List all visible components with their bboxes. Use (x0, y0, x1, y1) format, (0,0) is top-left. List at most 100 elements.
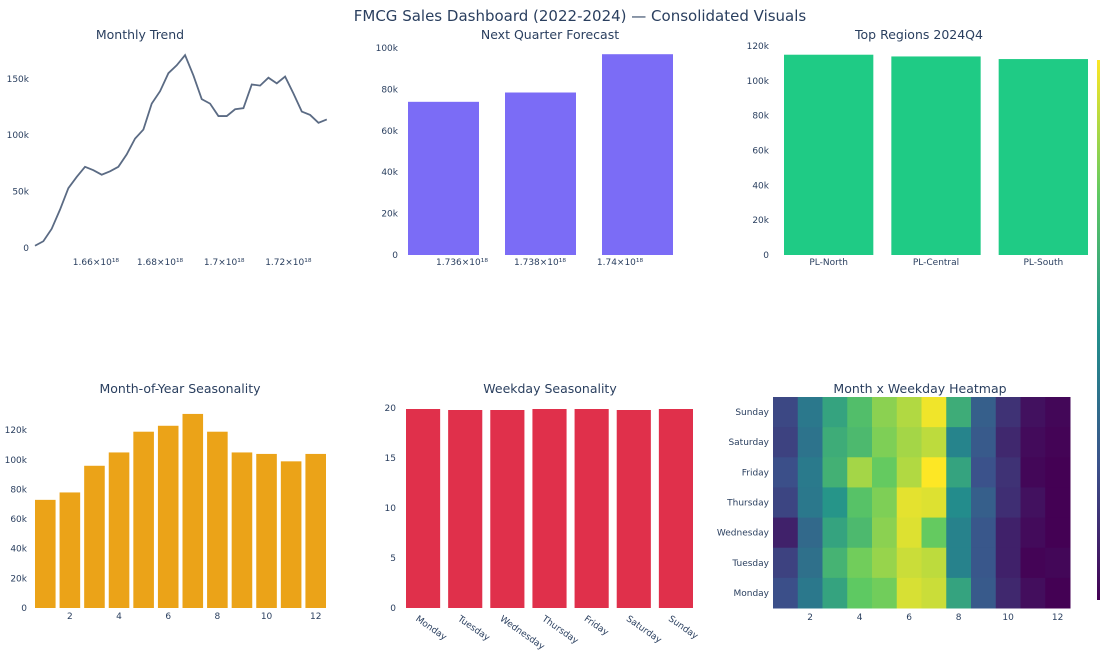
chart-title-monthly_trend: Monthly Trend (96, 27, 184, 42)
heatmap-cell (773, 577, 799, 609)
heatmap-cell (995, 517, 1021, 549)
bar (448, 410, 483, 608)
x-tick-label: Monday (413, 614, 448, 643)
y-tick-label: 20k (752, 216, 769, 226)
heatmap-cell (822, 457, 848, 488)
bar (490, 410, 525, 608)
bar (207, 431, 228, 608)
heatmap-cell (995, 577, 1021, 609)
heatmap-cell (1020, 397, 1046, 428)
heatmap-cell (995, 427, 1021, 458)
heatmap-cell (847, 427, 873, 458)
heatmap-cell (921, 397, 947, 428)
y-tick-label: 40k (381, 168, 398, 178)
heatmap-cell (773, 427, 799, 458)
y-tick-label: 50k (12, 188, 29, 198)
bar (182, 413, 204, 608)
x-tick-label: Tuesday (455, 614, 492, 644)
heatmap-cell (971, 457, 997, 488)
x-tick-label: 6 (906, 613, 912, 623)
heatmap-cell (971, 487, 997, 519)
heatmap-cell (797, 427, 823, 458)
bar (84, 465, 105, 608)
y-tick-label: Friday (742, 468, 770, 478)
x-tick-label: 4 (857, 613, 863, 623)
heatmap-cell (1045, 457, 1071, 488)
heatmap-cell (1020, 577, 1046, 609)
heatmap-cell (797, 487, 823, 519)
heatmap-cell (872, 427, 898, 458)
heatmap-cell (896, 577, 922, 609)
bar (256, 453, 277, 608)
bar (305, 453, 326, 608)
x-tick-label: 12 (1052, 613, 1063, 623)
y-tick-label: 0 (21, 604, 27, 614)
heatmap-cell (773, 517, 799, 549)
heatmap-cell (946, 427, 972, 458)
heatmap-cell (773, 457, 799, 488)
heatmap-colorbar (1097, 60, 1100, 600)
y-tick-label: 100k (5, 456, 28, 466)
y-tick-label: 0 (763, 251, 769, 261)
heatmap-cell (946, 517, 972, 549)
heatmap-cell (822, 517, 848, 549)
y-tick-label: 80k (381, 85, 398, 95)
heatmap-cell (946, 457, 972, 488)
y-tick-label: 20k (381, 210, 398, 220)
heatmap-cell (1045, 577, 1071, 609)
y-tick-label: 100k (376, 44, 399, 54)
bar (602, 54, 673, 256)
chart-title-weekday_seasonality: Weekday Seasonality (483, 381, 617, 396)
x-tick-label: 8 (956, 613, 962, 623)
heatmap-cell (896, 427, 922, 458)
heatmap-cell (773, 547, 799, 579)
heatmap-cell (921, 427, 947, 458)
heatmap-cell (822, 487, 848, 519)
heatmap-cell (896, 397, 922, 428)
heatmap-cell (1020, 517, 1046, 549)
heatmap-cell (872, 577, 898, 609)
heatmap-cell (872, 547, 898, 579)
x-tick-label: 1.74×10¹⁸ (597, 258, 644, 268)
heatmap-cell (797, 517, 823, 549)
bar (658, 409, 693, 608)
heatmap-cell (847, 577, 873, 609)
heatmap-cell (773, 487, 799, 519)
chart-title-month_seasonality: Month-of-Year Seasonality (99, 381, 261, 396)
heatmap-cell (872, 457, 898, 488)
bar (231, 452, 253, 608)
heatmap-cell (896, 547, 922, 579)
y-tick-label: 15 (385, 454, 396, 464)
chart-title-top_regions: Top Regions 2024Q4 (854, 27, 983, 42)
heatmap-cell (1045, 427, 1071, 458)
y-tick-label: 150k (7, 75, 30, 85)
y-tick-label: 60k (10, 515, 27, 525)
bar (59, 492, 81, 608)
heatmap-cell (995, 457, 1021, 488)
bar (157, 425, 179, 608)
x-tick-label: 12 (310, 612, 321, 622)
heatmap-cell (921, 577, 947, 609)
heatmap-cell (995, 487, 1021, 519)
bar (532, 409, 567, 608)
bar (408, 101, 479, 255)
x-tick-label: 1.736×10¹⁸ (436, 258, 488, 268)
heatmap-cell (847, 397, 873, 428)
x-tick-label: 10 (1002, 613, 1014, 623)
bar (108, 452, 130, 608)
x-tick-label: 1.7×10¹⁸ (204, 258, 245, 268)
y-tick-label: Tuesday (731, 559, 769, 569)
y-tick-label: Wednesday (717, 529, 770, 539)
heatmap-cell (971, 577, 997, 609)
heatmap-cell (921, 547, 947, 579)
chart-title-heatmap: Month x Weekday Heatmap (833, 381, 1006, 396)
x-tick-label: 1.68×10¹⁸ (137, 258, 184, 268)
heatmap-cell (1045, 547, 1071, 579)
chart-title-forecast: Next Quarter Forecast (481, 27, 619, 42)
heatmap-cell (847, 487, 873, 519)
heatmap-cell (946, 547, 972, 579)
heatmap-cell (971, 517, 997, 549)
heatmap-cell (872, 397, 898, 428)
heatmap-cell (921, 457, 947, 488)
heatmap-cell (1045, 487, 1071, 519)
